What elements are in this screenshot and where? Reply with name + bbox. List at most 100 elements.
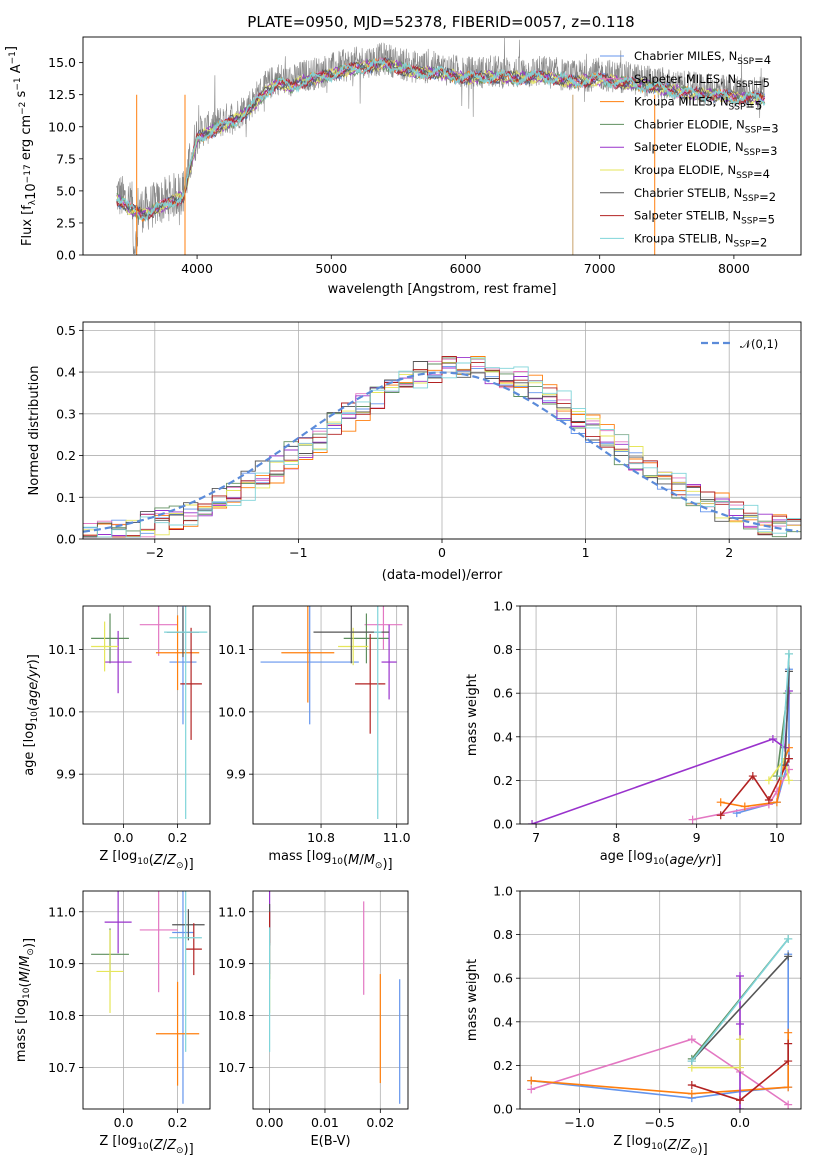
x-tick-label: 0.2 (168, 1115, 188, 1130)
x-axis-label: Z [log10(Z/Z⊙)] (99, 849, 193, 872)
chart-mass_vs_Z: 0.0 0.2 10.7 10.8 10.9 11.0 Z [log10(Z/Z⊙)] mas… (14, 890, 211, 1157)
plot-area-spectrum (115, 37, 766, 255)
legend-entry: Chabrier STELIB, NSSP=2 (634, 186, 776, 204)
y-tick-label: 1.0 (493, 884, 513, 899)
mass-weight-marker (784, 1100, 793, 1109)
y-tick-label: 0.5 (56, 323, 76, 338)
x-tick-label: −1.0 (564, 1115, 594, 1130)
mass-weight-marker (735, 1063, 744, 1072)
x-axis-label: (data-model)/error (382, 568, 503, 583)
y-tick-label: 0.2 (56, 448, 76, 463)
x-tick-label: 1 (582, 545, 590, 560)
y-tick-label: 10.0 (48, 119, 76, 134)
y-tick-label: 0.4 (56, 365, 76, 380)
x-axis-label: wavelength [Angstrom, rest frame] (328, 282, 557, 297)
spectrum-legend: Chabrier MILES, NSSP=4 Salpeter MILES, NS… (600, 49, 779, 249)
plot-area-age_vs_Z (91, 606, 208, 820)
mass-weight-marker (784, 934, 793, 943)
x-tick-label: 0.0 (730, 1115, 750, 1130)
plot-area-mass_vs_Z (91, 891, 205, 1104)
legend-entry: 𝒩(0,1) (740, 337, 778, 351)
mass-weight-marker (735, 1105, 744, 1109)
y-tick-label: 0.6 (493, 971, 513, 986)
x-tick-label: 7 (532, 830, 540, 845)
y-tick-label: 9.9 (226, 767, 246, 782)
mass-weight-marker (784, 1083, 793, 1092)
legend-entry: Salpeter STELIB, NSSP=5 (634, 209, 775, 227)
axes-frame (252, 890, 409, 1110)
x-tick-label: 8000 (718, 261, 750, 276)
y-tick-label: 0.0 (493, 1102, 513, 1117)
y-axis-label: Flux [fλ10−17 erg cm−2 s−1 A−1] (4, 46, 39, 246)
y-axis-label: mass weight (465, 674, 480, 756)
mass-weight-marker (687, 1057, 696, 1066)
y-tick-label: 12.5 (48, 87, 76, 102)
y-tick-label: 10.0 (218, 704, 246, 719)
mass-weight-line (784, 671, 790, 766)
mass-weight-line (691, 1043, 789, 1102)
legend-entry: Kroupa MILES, NSSP=5 (634, 95, 762, 113)
mass-weight-marker (772, 798, 781, 807)
y-tick-label: 0.6 (493, 686, 513, 701)
mass-weight-marker (735, 972, 744, 981)
y-tick-label: 0.8 (493, 927, 513, 942)
y-axis-label: age [log10(age/yr)] (22, 654, 41, 776)
y-tick-label: 11.0 (48, 904, 76, 919)
y-tick-label: 7.5 (56, 151, 76, 166)
mass-weight-marker (784, 952, 793, 961)
mass-weight-marker (784, 754, 793, 763)
y-tick-label: 10.8 (48, 1008, 76, 1023)
x-tick-label: 0.02 (366, 1115, 394, 1130)
mass-weight-line (691, 955, 789, 1062)
y-tick-label: 10.7 (48, 1060, 76, 1075)
mass-weight-marker (784, 649, 793, 658)
x-tick-label: −0.5 (645, 1115, 675, 1130)
mass-weight-marker (735, 1019, 744, 1028)
plot-area-mass_vs_ebv (269, 891, 401, 1104)
y-tick-label: 0.0 (493, 817, 513, 832)
mass-weight-marker (735, 1035, 744, 1044)
legend-entry: Salpeter MILES, NSSP=5 (634, 72, 770, 90)
normal-curve (83, 371, 799, 533)
model-spectrum (116, 58, 766, 216)
y-tick-label: 10.1 (48, 642, 76, 657)
y-tick-label: 10.8 (218, 1008, 246, 1023)
mass-weight-marker (688, 815, 697, 824)
chart-age_vs_Z: 0.0 0.2 9.9 10.0 10.1 Z [log10(Z/Z⊙)] age [log… (22, 605, 211, 872)
mass-weight-marker (764, 796, 773, 805)
axes-frame (252, 605, 409, 825)
mass-weight-marker (784, 667, 793, 676)
x-axis-label: Z [log10(Z/Z⊙)] (613, 1134, 707, 1157)
x-tick-label: 9 (693, 830, 701, 845)
y-tick-label: 15.0 (48, 55, 76, 70)
plot-area-massweight_vs_Z (527, 934, 793, 1109)
residual-histogram (83, 357, 801, 538)
axes-frame (82, 321, 802, 540)
y-tick-label: 10.1 (218, 642, 246, 657)
x-tick-label: 10 (769, 830, 785, 845)
y-tick-label: 5.0 (56, 183, 76, 198)
legend-entry: Chabrier MILES, NSSP=4 (634, 49, 771, 67)
mass-weight-marker (784, 776, 793, 785)
x-tick-label: 10.8 (307, 830, 335, 845)
mass-weight-marker (528, 820, 537, 824)
mass-weight-line (780, 653, 790, 777)
mass-weight-line (691, 938, 789, 1062)
mass-weight-marker (740, 802, 749, 811)
y-tick-label: 9.9 (56, 767, 76, 782)
mass-weight-marker (764, 776, 773, 785)
y-tick-label: 2.5 (56, 215, 76, 230)
x-tick-label: 11.0 (383, 830, 411, 845)
y-tick-label: 0.3 (56, 406, 76, 421)
x-tick-label: 0.0 (114, 830, 134, 845)
y-tick-label: 10.7 (218, 1060, 246, 1075)
x-tick-label: 0.2 (168, 830, 188, 845)
x-axis-label: age [log10(age/yr)] (600, 849, 722, 868)
y-tick-label: 0.2 (493, 773, 513, 788)
chart-massweight_vs_age: 7 8 9 10 0.0 0.2 0.4 0.6 0.8 1.0 age [log10(age/yr… (465, 599, 802, 868)
model-spectrum (115, 57, 766, 223)
y-tick-label: 10.0 (48, 704, 76, 719)
y-tick-label: 0.2 (493, 1058, 513, 1073)
axes-frame (82, 36, 802, 256)
plot-area-residuals (83, 356, 801, 538)
